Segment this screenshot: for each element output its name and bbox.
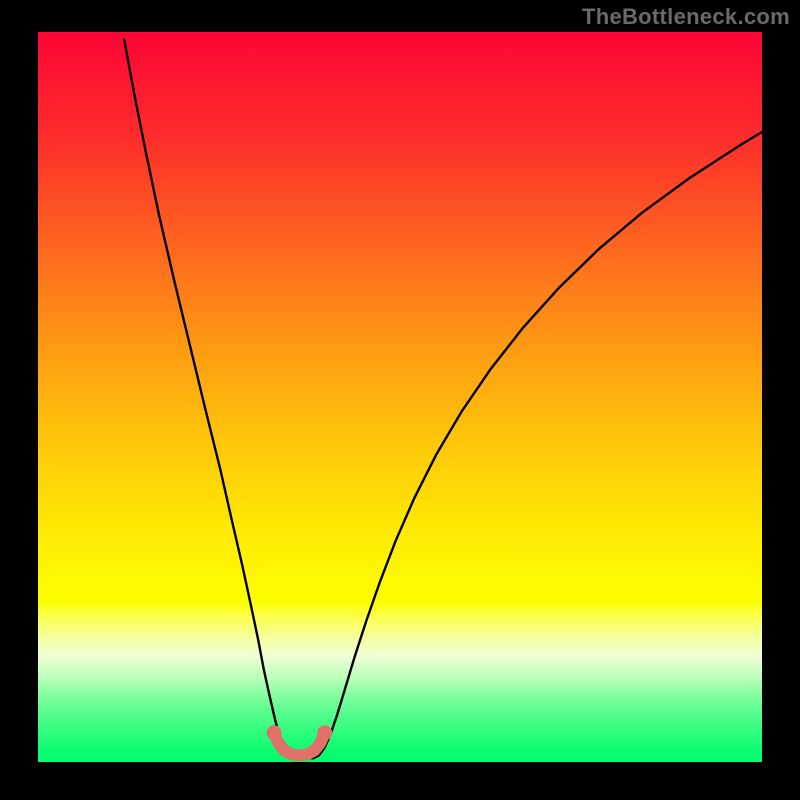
chart-canvas: TheBottleneck.com [0,0,800,800]
watermark-text: TheBottleneck.com [582,4,790,30]
chart-svg [0,0,800,800]
bump-dot [267,725,282,740]
plot-background [38,32,762,762]
bump-dot [317,725,332,740]
